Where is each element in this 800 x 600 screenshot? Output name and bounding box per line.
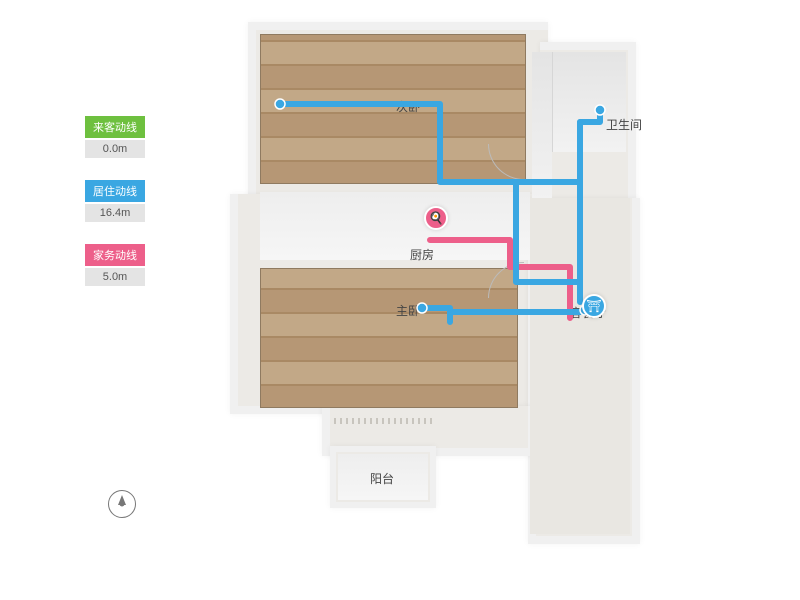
legend-item-housework: 家务动线 5.0m [80,244,150,286]
room-bathroom-lower [532,52,552,202]
legend-housework-value: 5.0m [85,268,145,286]
floor-plan: 次卧 卫生间 厨房 主卧 客餐厅 阳台 🍳 ⛩ [230,22,740,562]
legend-resident-value: 16.4m [85,204,145,222]
legend-item-visitor: 来客动线 0.0m [80,116,150,158]
legend-resident-label: 居住动线 [85,180,145,202]
kitchen-marker-icon: 🍳 [424,206,448,230]
room-master-bedroom [260,268,518,408]
room-hallway [260,192,530,260]
label-master-bedroom: 主卧 [396,302,420,319]
label-kitchen: 厨房 [410,246,434,263]
label-bathroom: 卫生间 [606,116,642,133]
room-living-dining [530,198,630,534]
legend-visitor-value: 0.0m [85,140,145,158]
compass-icon [108,490,136,518]
legend: 来客动线 0.0m 居住动线 16.4m 家务动线 5.0m [80,116,150,308]
room-secondary-bedroom [260,34,526,184]
legend-item-resident: 居住动线 16.4m [80,180,150,222]
legend-visitor-label: 来客动线 [85,116,145,138]
room-bathroom [552,52,626,152]
legend-housework-label: 家务动线 [85,244,145,266]
entrance-marker-icon: ⛩ [582,294,606,318]
label-secondary-bedroom: 次卧 [396,98,420,115]
balcony-rail [334,418,434,424]
label-balcony: 阳台 [370,470,394,487]
